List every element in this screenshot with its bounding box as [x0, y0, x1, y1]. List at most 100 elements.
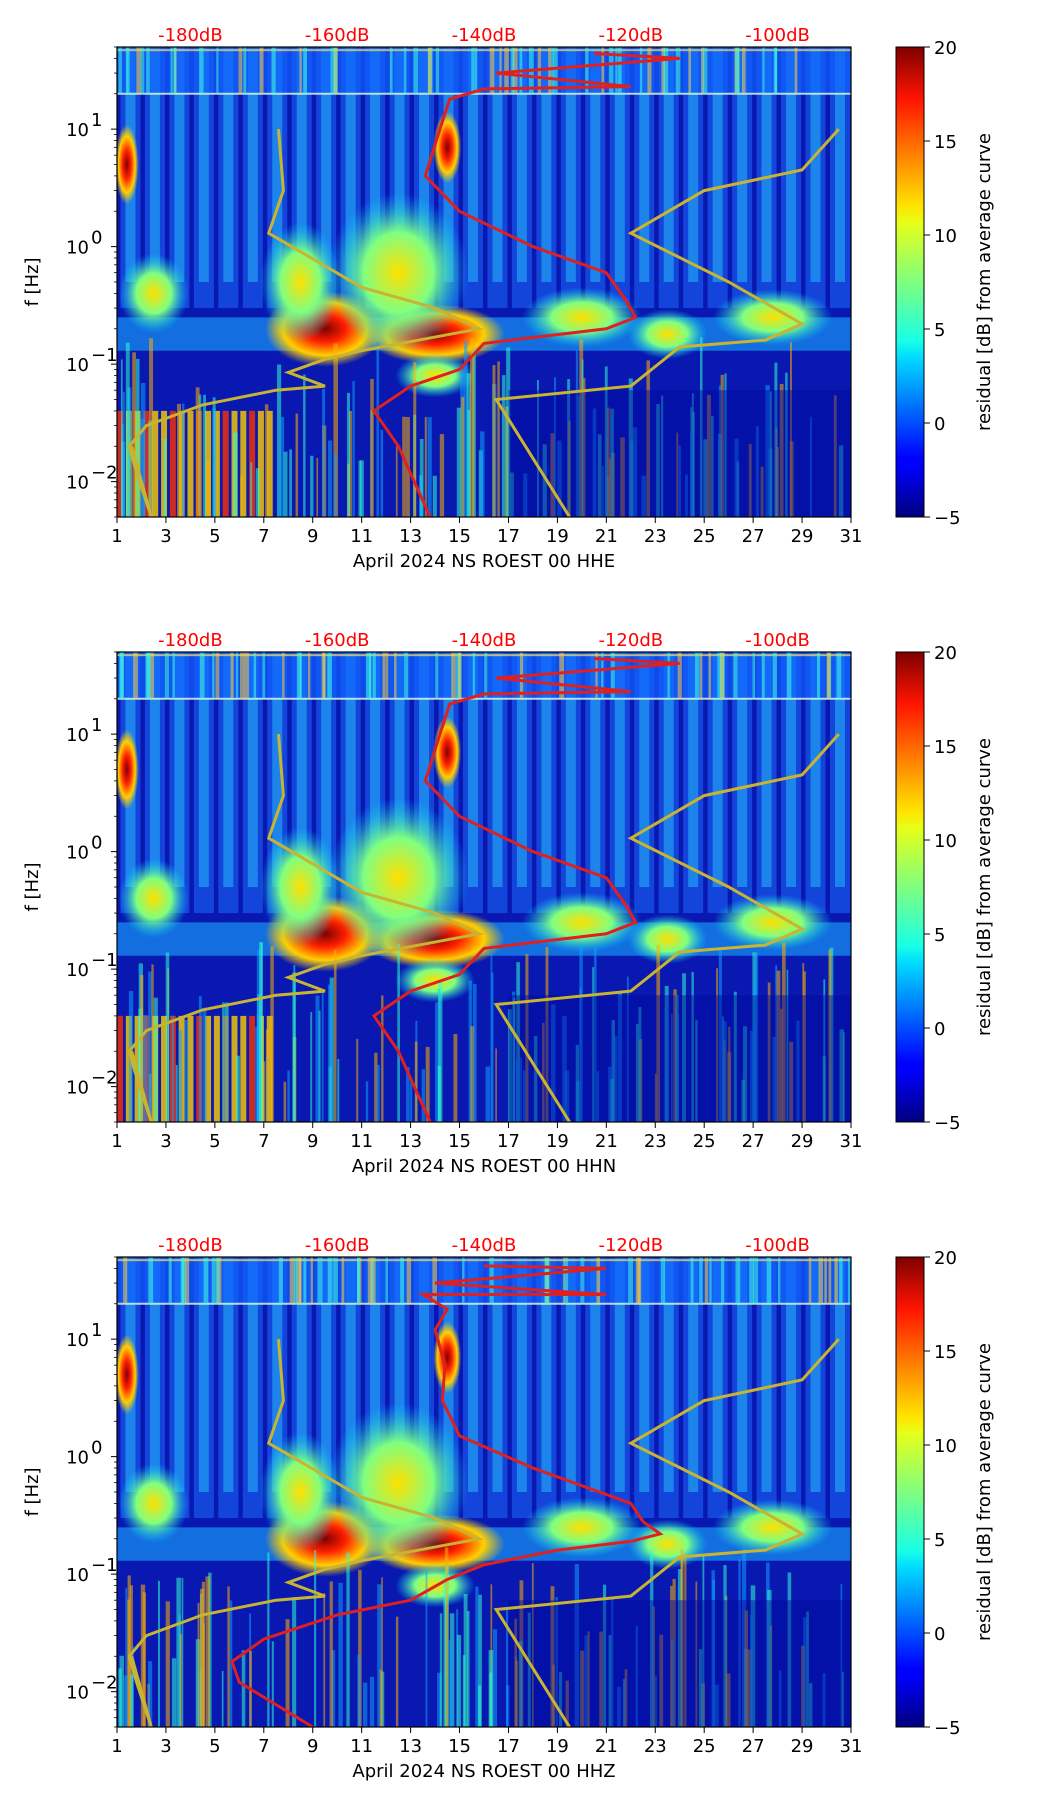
colorbar-label: residual [dB] from average curve	[974, 1343, 995, 1641]
noise-stripe	[283, 451, 288, 517]
day-band-core	[565, 1257, 576, 1492]
low-freq-stripe	[240, 410, 247, 517]
low-freq-stripe	[117, 410, 123, 517]
quiet-region	[508, 1600, 851, 1727]
high-freq-stripe	[504, 47, 509, 94]
noise-stripe	[222, 1002, 224, 1122]
x-tick-label: 7	[258, 1736, 269, 1757]
colorbar	[895, 46, 925, 518]
y-tick-exponent: −1	[91, 345, 118, 366]
noise-stripe	[235, 1055, 240, 1122]
noise-stripe	[671, 1640, 675, 1727]
day-band-core	[394, 47, 405, 282]
noise-stripe	[491, 972, 494, 1122]
noise-stripe	[421, 1069, 425, 1122]
noise-stripe	[767, 982, 771, 1122]
noise-stripe	[772, 1036, 776, 1122]
noise-stripe	[518, 1057, 523, 1122]
noise-stripe	[195, 387, 200, 517]
high-freq-stripe	[702, 47, 708, 94]
x-tick-label: 15	[448, 1131, 471, 1152]
noise-stripe	[329, 1581, 333, 1727]
day-band	[829, 47, 850, 309]
noise-stripe	[624, 1669, 628, 1727]
high-noise-model-curve	[493, 1338, 840, 1727]
day-band-core	[419, 652, 430, 887]
day-band	[658, 47, 679, 309]
noise-stripe	[466, 1610, 470, 1727]
day-band-core	[321, 1257, 332, 1492]
noise-stripe	[726, 1673, 731, 1727]
noise-stripe	[205, 1576, 211, 1727]
energy-blob	[328, 1402, 469, 1563]
low-noise-model-curve	[127, 1338, 484, 1727]
noise-stripe	[461, 396, 465, 517]
high-freq-stripe	[637, 1257, 642, 1304]
high-freq-stripe	[484, 652, 488, 699]
noise-stripe	[620, 437, 625, 517]
low-freq-stripe	[178, 410, 185, 517]
noise-stripe	[779, 1008, 783, 1122]
y-tick-label: 10	[66, 120, 89, 141]
high-freq-band	[117, 652, 851, 699]
day-band	[585, 1257, 606, 1519]
noise-stripe	[555, 1596, 558, 1727]
noise-stripe	[334, 453, 337, 517]
noise-stripe	[267, 1552, 270, 1727]
noise-stripe	[338, 1582, 343, 1727]
noise-stripe	[221, 1670, 224, 1727]
noise-stripe	[711, 415, 714, 517]
x-tick-label: 23	[644, 1736, 667, 1757]
noise-stripe	[414, 1041, 418, 1122]
noise-stripe	[579, 339, 584, 517]
day-band	[805, 47, 826, 309]
noise-stripe	[542, 1022, 545, 1122]
day-band-core	[419, 1257, 430, 1492]
noise-stripe	[377, 1584, 382, 1727]
day-band	[560, 652, 581, 914]
noise-stripe	[577, 396, 581, 517]
x-tick-label: 31	[840, 1736, 863, 1757]
noise-stripe	[594, 947, 597, 1122]
noise-stripe	[750, 1585, 756, 1727]
day-band	[169, 652, 190, 914]
high-freq-stripe	[472, 652, 476, 699]
noise-stripe	[779, 1670, 782, 1727]
noise-stripe	[608, 458, 612, 517]
noise-stripe	[656, 945, 661, 1122]
day-band-core	[834, 652, 845, 887]
day-band-core	[810, 652, 821, 887]
high-freq-stripe	[303, 1257, 307, 1304]
noise-stripe	[673, 989, 677, 1122]
high-freq-stripe	[828, 1257, 832, 1304]
noise-stripe	[779, 383, 784, 517]
noise-stripe	[250, 462, 253, 517]
low-freq-stripe	[213, 410, 220, 517]
x-tick-label: 21	[595, 1736, 618, 1757]
day-band-core	[174, 1257, 185, 1492]
x-tick-label: 3	[160, 1131, 171, 1152]
high-freq-stripe	[235, 652, 239, 699]
noise-stripe	[333, 343, 338, 517]
high-freq-stripe	[296, 1257, 301, 1304]
noise-stripe	[661, 395, 664, 517]
energy-blob	[521, 287, 642, 348]
day-band-core	[834, 47, 845, 282]
high-freq-stripe	[808, 1257, 812, 1304]
colorbar	[895, 651, 925, 1123]
x-tick-label: 3	[160, 526, 171, 547]
high-freq-stripe	[563, 1257, 566, 1304]
day-band	[487, 652, 508, 914]
high-freq-stripe	[667, 652, 670, 699]
quiet-region	[508, 390, 851, 517]
high-freq-stripe	[661, 47, 666, 94]
noise-stripe	[497, 361, 500, 517]
noise-stripe	[490, 943, 493, 1122]
high-freq-stripe	[489, 47, 495, 94]
noise-stripe	[203, 394, 206, 517]
day-band	[707, 1257, 728, 1519]
energy-blob	[433, 1321, 462, 1394]
noise-stripe	[690, 432, 693, 517]
noise-stripe	[664, 985, 669, 1122]
